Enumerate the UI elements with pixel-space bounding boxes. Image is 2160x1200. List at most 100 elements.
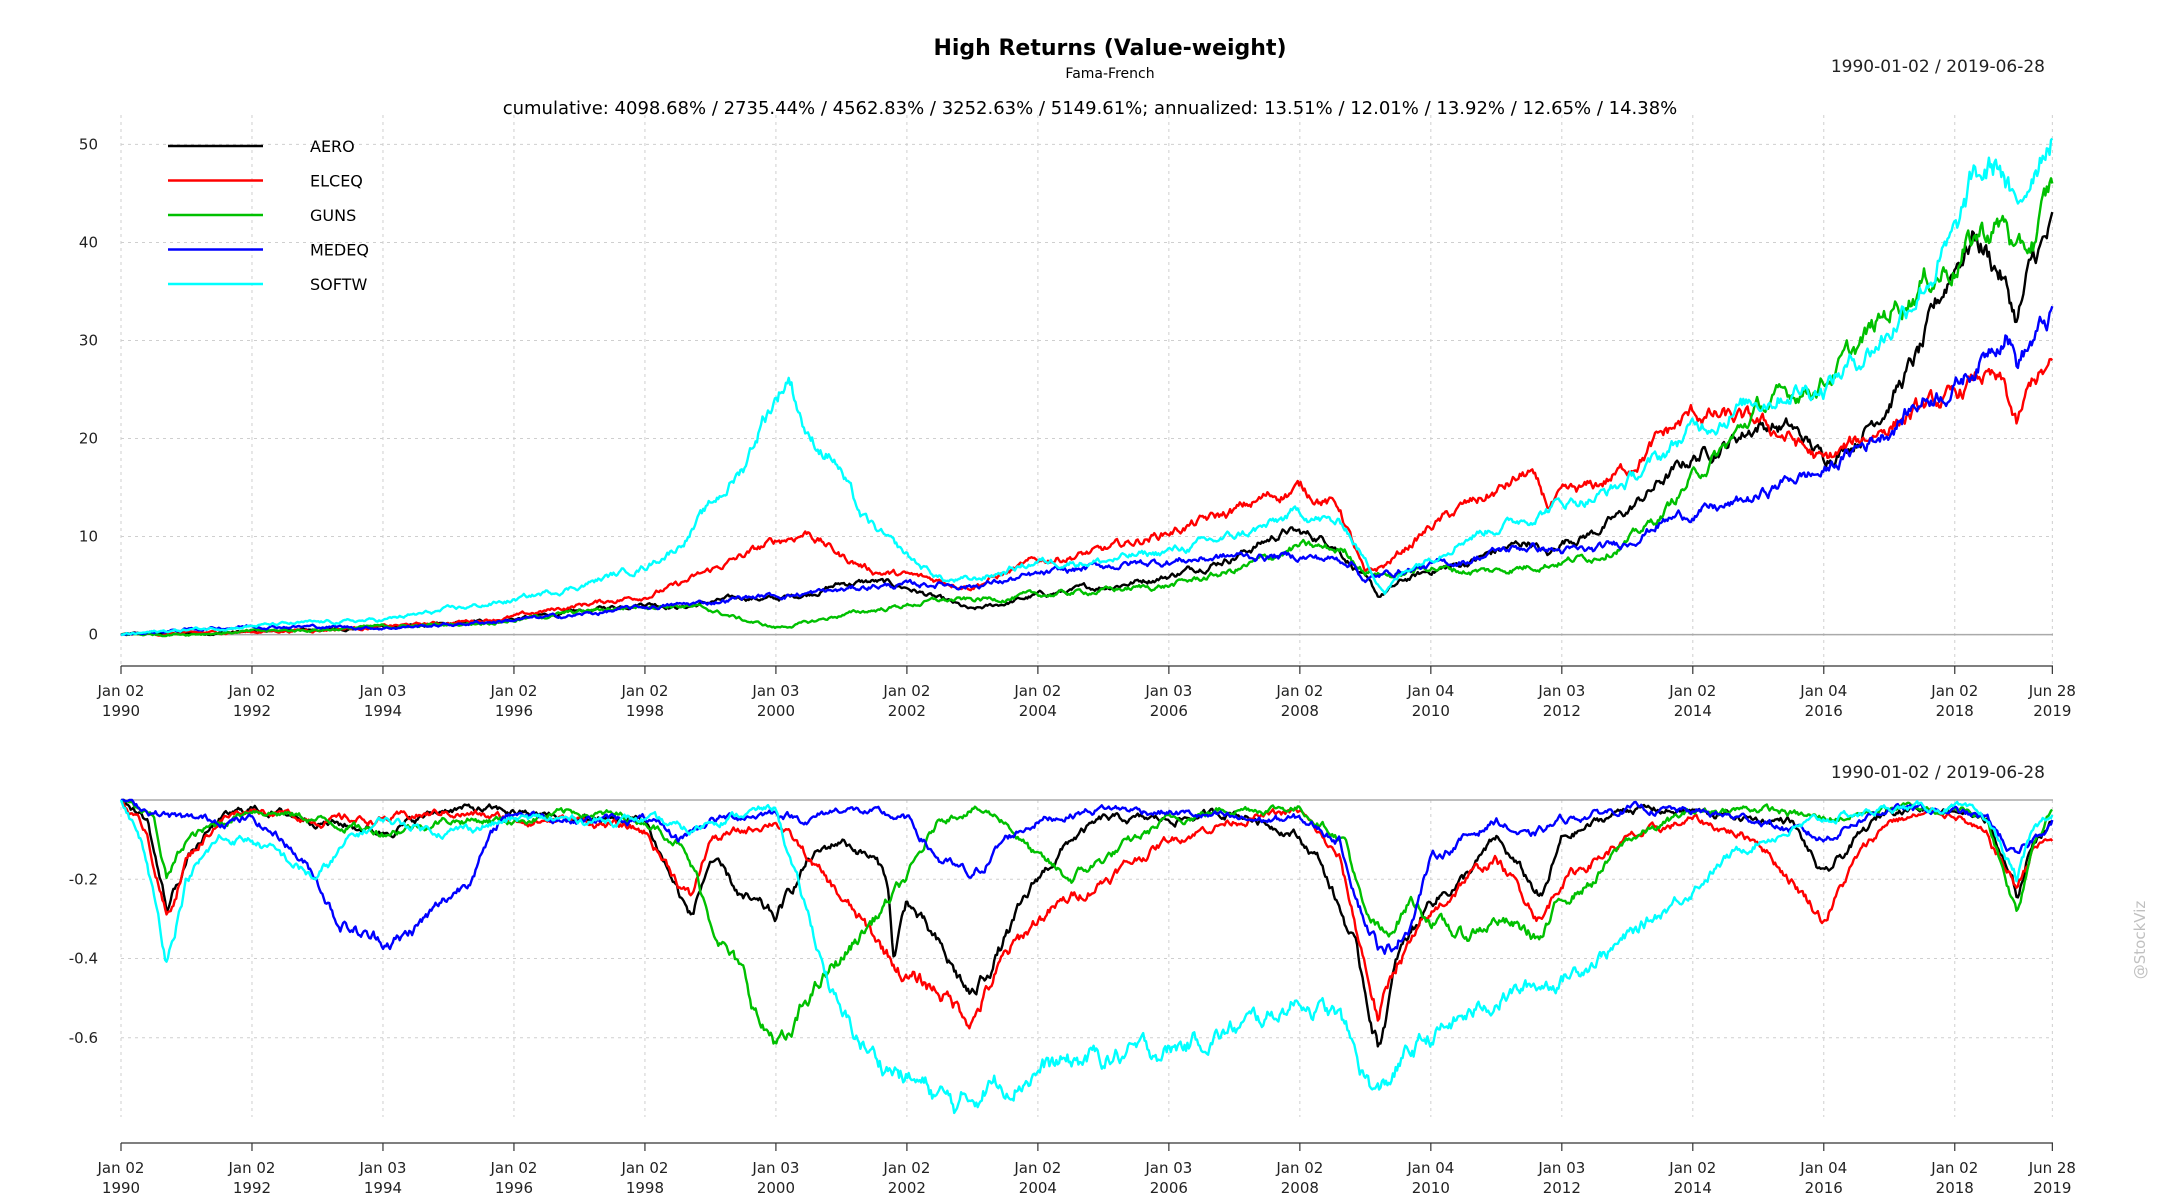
x-tick-label: Jan 03 — [751, 1159, 799, 1177]
x-tick-label-year: 2006 — [1150, 702, 1188, 720]
x-tick-label-year: 2006 — [1150, 1179, 1188, 1197]
chart-subtitle: Fama-French — [1065, 66, 1154, 82]
series-line-guns — [120, 798, 2053, 1045]
x-tick-label: Jan 02 — [1013, 1159, 1061, 1177]
series-line-aero — [120, 211, 2054, 637]
x-tick-label-year: 1996 — [495, 1179, 533, 1197]
x-tick-label-year: 1990 — [102, 702, 140, 720]
date-range-top: 1990-01-02 / 2019-06-28 — [1831, 57, 2045, 77]
bottom-grid — [120, 799, 2053, 1117]
x-tick-label-year: 2004 — [1019, 1179, 1057, 1197]
stats-annotation: cumulative: 4098.68% / 2735.44% / 4562.8… — [503, 98, 1678, 119]
legend-label-guns: GUNS — [310, 206, 356, 225]
x-tick-label-year: 2018 — [1936, 1179, 1974, 1197]
y-tick-label: -0.4 — [69, 950, 98, 968]
x-tick-label-year: 2016 — [1805, 1179, 1843, 1197]
legend-label-aero: AERO — [310, 137, 355, 156]
x-tick-label: Jan 04 — [1406, 682, 1454, 700]
x-tick-label: Jan 03 — [1537, 1159, 1585, 1177]
bottom-series-group — [119, 798, 2054, 1115]
x-tick-label: Jan 02 — [882, 682, 930, 700]
x-tick-label-year: 2008 — [1281, 702, 1319, 720]
x-tick-label-year: 2012 — [1543, 702, 1581, 720]
x-tick-label: Jan 03 — [1537, 682, 1585, 700]
x-tick-label: Jan 02 — [620, 1159, 668, 1177]
top-series-group — [120, 137, 2054, 638]
x-tick-label-year: 1994 — [364, 702, 402, 720]
x-tick-label: Jan 02 — [1668, 682, 1716, 700]
x-tick-label: Jan 02 — [1275, 1159, 1323, 1177]
top-axes: 0 10 20 30 40 50 Jan 02 1990 Jan 02 1992 Jan 03 199… — [79, 135, 2076, 720]
series-line-softw — [119, 799, 2054, 1115]
y-tick-label: 20 — [79, 430, 98, 448]
x-tick-label-year: 2019 — [2033, 1179, 2071, 1197]
x-tick-label: Jan 03 — [1144, 682, 1192, 700]
x-tick-label-year: 2016 — [1805, 702, 1843, 720]
x-tick-label: Jan 02 — [1013, 682, 1061, 700]
x-tick-label: Jan 04 — [1799, 682, 1847, 700]
y-tick-label: 10 — [79, 528, 98, 546]
series-line-softw — [120, 137, 2054, 637]
x-tick-label-year: 2012 — [1543, 1179, 1581, 1197]
x-tick-label: Jan 04 — [1799, 1159, 1847, 1177]
x-tick-label: Jan 02 — [1668, 1159, 1716, 1177]
x-tick-label-year: 2002 — [888, 702, 926, 720]
chart-title: High Returns (Value-weight) — [933, 36, 1286, 61]
x-tick-label-year: 1998 — [626, 702, 664, 720]
x-tick-label-year: 2010 — [1412, 702, 1450, 720]
series-line-medeq — [121, 798, 2054, 955]
y-tick-label: 50 — [79, 135, 98, 153]
x-tick-label-year: 1992 — [233, 702, 271, 720]
x-tick-label: Jan 03 — [751, 682, 799, 700]
drawdown-panel: -0.2 -0.4 -0.6 Jan 02 1990 Jan 02 1992 Jan 03 19… — [69, 798, 2076, 1197]
x-tick-label-year: 2004 — [1019, 702, 1057, 720]
x-tick-label-year: 2000 — [757, 702, 795, 720]
legend-label-softw: SOFTW — [310, 275, 367, 294]
x-tick-label-year: 2008 — [1281, 1179, 1319, 1197]
x-tick-label: Jun 28 — [2028, 1159, 2076, 1177]
y-tick-label: -0.2 — [69, 870, 98, 888]
cumulative-returns-panel: 0 10 20 30 40 50 Jan 02 1990 Jan 02 1992 Jan 03 199… — [79, 115, 2076, 720]
y-tick-label: 30 — [79, 331, 98, 349]
x-tick-label: Jan 04 — [1406, 1159, 1454, 1177]
x-tick-label: Jan 02 — [1275, 682, 1323, 700]
legend-label-medeq: MEDEQ — [310, 241, 369, 260]
legend: AERO ELCEQ GUNS MEDEQ SOFTW — [168, 137, 369, 294]
x-tick-label: Jan 03 — [1144, 1159, 1192, 1177]
x-tick-label: Jan 02 — [227, 682, 275, 700]
series-line-elceq — [119, 799, 2054, 1030]
date-range-bottom: 1990-01-02 / 2019-06-28 — [1831, 763, 2045, 783]
x-tick-label: Jan 02 — [489, 682, 537, 700]
bottom-axes: -0.2 -0.4 -0.6 Jan 02 1990 Jan 02 1992 Jan 03 19… — [69, 870, 2076, 1197]
legend-label-elceq: ELCEQ — [310, 172, 363, 191]
x-tick-label-year: 2000 — [757, 1179, 795, 1197]
x-tick-label-year: 2010 — [1412, 1179, 1450, 1197]
x-tick-label-year: 1994 — [364, 1179, 402, 1197]
x-tick-label: Jun 28 — [2028, 682, 2076, 700]
x-tick-label-year: 2014 — [1674, 1179, 1712, 1197]
x-tick-label-year: 1992 — [233, 1179, 271, 1197]
x-tick-label-year: 2002 — [888, 1179, 926, 1197]
top-grid — [120, 115, 2053, 664]
x-tick-label: Jan 02 — [1930, 682, 1978, 700]
x-tick-label: Jan 02 — [882, 1159, 930, 1177]
x-tick-label-year: 1996 — [495, 702, 533, 720]
x-tick-label-year: 2014 — [1674, 702, 1712, 720]
y-tick-label: -0.6 — [69, 1029, 98, 1047]
watermark: @StockViz — [2131, 901, 2149, 980]
x-tick-label-year: 2019 — [2033, 702, 2071, 720]
x-tick-label: Jan 03 — [358, 682, 406, 700]
x-tick-label: Jan 02 — [97, 682, 145, 700]
x-tick-label-year: 2018 — [1936, 702, 1974, 720]
x-tick-label: Jan 02 — [620, 682, 668, 700]
x-tick-label: Jan 02 — [489, 1159, 537, 1177]
series-line-medeq — [120, 305, 2054, 637]
series-line-aero — [120, 798, 2054, 1048]
y-tick-label: 0 — [88, 626, 98, 644]
x-tick-label: Jan 02 — [97, 1159, 145, 1177]
x-tick-label-year: 1998 — [626, 1179, 664, 1197]
y-tick-label: 40 — [79, 233, 98, 251]
x-tick-label: Jan 02 — [1930, 1159, 1978, 1177]
x-tick-label-year: 1990 — [102, 1179, 140, 1197]
